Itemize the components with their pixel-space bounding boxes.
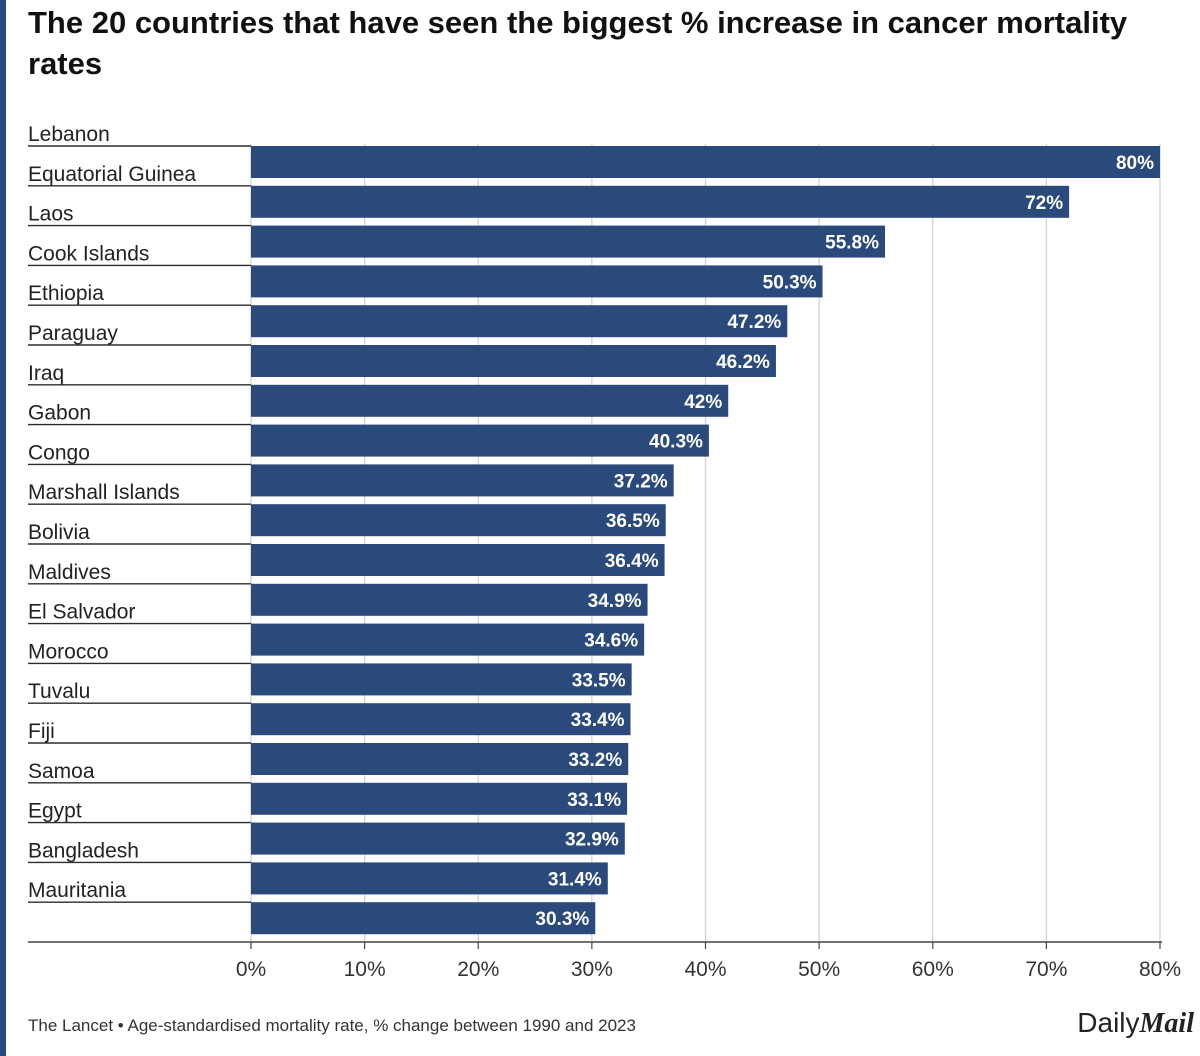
- x-tick-label: 80%: [1139, 958, 1181, 981]
- category-label: Lebanon: [28, 123, 110, 146]
- category-label: Egypt: [28, 800, 82, 823]
- bar: [251, 345, 776, 377]
- x-tick-label: 60%: [912, 958, 954, 981]
- bar-value-label: 46.2%: [716, 352, 770, 373]
- bar: [251, 583, 648, 616]
- brand-bold-text: Mail: [1139, 1008, 1194, 1039]
- bar-value-label: 47.2%: [727, 312, 781, 333]
- category-label: Gabon: [28, 402, 91, 425]
- bar: [251, 185, 1070, 218]
- category-label: Fiji: [28, 720, 55, 743]
- bar: [251, 623, 645, 656]
- category-label: Morocco: [28, 640, 109, 663]
- x-tick-label: 40%: [684, 958, 726, 981]
- bar: [251, 743, 629, 775]
- bar-value-label: 72%: [1025, 193, 1063, 214]
- bar-value-label: 36.5%: [606, 511, 660, 532]
- category-label: Iraq: [28, 362, 64, 385]
- bar: [251, 384, 729, 417]
- category-label: Mauritania: [28, 879, 126, 902]
- bar: [251, 862, 608, 895]
- bar-value-label: 80%: [1116, 153, 1154, 174]
- bar: [251, 782, 628, 815]
- bar: [251, 544, 665, 576]
- bar-value-label: 36.4%: [605, 551, 659, 572]
- x-tick-label: 10%: [344, 958, 386, 981]
- category-label: Ethiopia: [28, 282, 104, 305]
- daily-mail-logo: DailyMail: [1077, 1007, 1194, 1040]
- x-tick-label: 20%: [457, 958, 499, 981]
- category-label: Equatorial Guinea: [28, 163, 196, 186]
- brand-light-text: Daily: [1077, 1007, 1140, 1038]
- bar-value-label: 32.9%: [565, 830, 619, 851]
- bar: [251, 663, 632, 696]
- bar: [251, 265, 823, 298]
- bar-value-label: 34.9%: [588, 591, 642, 612]
- bar-value-label: 37.2%: [614, 471, 668, 492]
- category-label: Samoa: [28, 760, 95, 783]
- bar: [251, 146, 1160, 178]
- bar-value-label: 30.3%: [535, 909, 589, 930]
- bar: [251, 225, 886, 258]
- x-tick-label: 70%: [1025, 958, 1067, 981]
- category-label: Paraguay: [28, 322, 118, 345]
- bar-value-label: 50.3%: [763, 272, 817, 293]
- category-label: Bangladesh: [28, 839, 139, 862]
- x-tick-label: 50%: [798, 958, 840, 981]
- category-label: Maldives: [28, 561, 111, 584]
- category-label: Congo: [28, 441, 90, 464]
- bar: [251, 902, 596, 935]
- bar-value-label: 55.8%: [825, 233, 879, 254]
- bar-value-label: 40.3%: [649, 432, 703, 453]
- category-label: Bolivia: [28, 521, 90, 544]
- bar-value-label: 33.2%: [568, 750, 622, 771]
- bar-value-label: 31.4%: [548, 869, 602, 890]
- source-note: The Lancet • Age-standardised mortality …: [28, 1016, 636, 1035]
- bar-value-label: 42%: [684, 392, 722, 413]
- bar: [251, 703, 631, 736]
- bar: [251, 464, 674, 497]
- bar-value-label: 33.1%: [567, 790, 621, 811]
- category-label: Laos: [28, 203, 74, 226]
- category-label: Cook Islands: [28, 242, 149, 265]
- x-tick-label: 0%: [236, 958, 266, 981]
- bar: [251, 822, 625, 855]
- bar-value-label: 33.5%: [572, 670, 626, 691]
- bar: [251, 504, 666, 537]
- category-label: Marshall Islands: [28, 481, 180, 504]
- x-tick-label: 30%: [571, 958, 613, 981]
- left-accent-rule: [0, 0, 6, 1056]
- bar-value-label: 33.4%: [571, 710, 625, 731]
- bar-value-label: 34.6%: [584, 631, 638, 652]
- chart-title: The 20 countries that have seen the bigg…: [28, 5, 1128, 81]
- category-label: El Salvador: [28, 601, 135, 624]
- bar: [251, 424, 709, 457]
- category-label: Tuvalu: [28, 680, 90, 703]
- bar: [251, 305, 788, 338]
